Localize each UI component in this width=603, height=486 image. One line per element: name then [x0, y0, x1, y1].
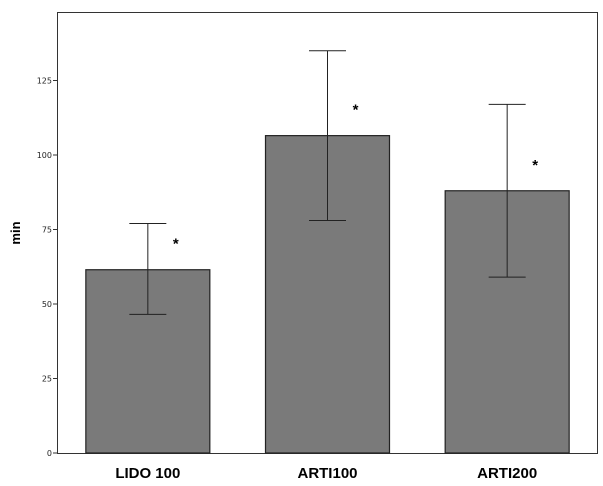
significance-marker: *	[173, 236, 179, 253]
x-category-label: ARTI100	[297, 465, 357, 482]
y-tick-label: 0	[47, 449, 52, 458]
y-tick-label: 50	[42, 300, 52, 309]
significance-marker: *	[532, 157, 538, 174]
y-axis-title: min	[8, 221, 23, 244]
y-tick-label: 125	[37, 77, 52, 86]
y-tick-label: 75	[42, 226, 52, 235]
x-category-label: ARTI200	[477, 465, 537, 482]
y-tick-label: 25	[42, 375, 52, 384]
significance-marker: *	[353, 102, 359, 119]
y-tick-label: 100	[37, 151, 52, 160]
x-category-label: LIDO 100	[115, 465, 180, 482]
